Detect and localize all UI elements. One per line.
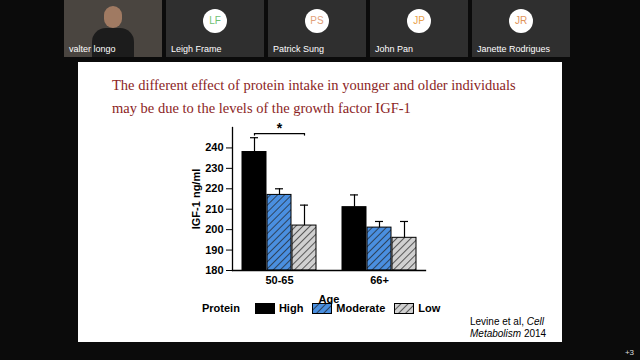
svg-text:50-65: 50-65 xyxy=(265,274,293,286)
svg-text:Age: Age xyxy=(318,292,340,305)
svg-text:*: * xyxy=(277,120,283,136)
svg-text:190: 190 xyxy=(205,244,223,256)
html-text:Leigh Frame: Leigh Frame xyxy=(171,44,222,54)
svg-text:210: 210 xyxy=(205,203,223,215)
html-text:JP: JP xyxy=(413,15,425,26)
svg-text:240: 240 xyxy=(205,141,223,153)
html-text:PS: PS xyxy=(310,15,324,26)
html-text:Janette Rodrigues: Janette Rodrigues xyxy=(477,44,550,54)
html-text:+3: +3 xyxy=(624,348,634,357)
svg-text:230: 230 xyxy=(205,162,223,174)
svg-text:200: 200 xyxy=(205,223,223,235)
html-text:Protein: Protein xyxy=(202,302,240,314)
svg-text:180: 180 xyxy=(205,264,223,276)
html-text:John Pan: John Pan xyxy=(375,44,413,54)
html-text:Low: Low xyxy=(418,302,441,314)
svg-text:IGF-1 ng/ml: IGF-1 ng/ml xyxy=(190,169,202,230)
svg-text:66+: 66+ xyxy=(370,274,389,286)
html-text:Levine et al, Cell Metabolism: Levine et al, Cell Metabolism 2014 xyxy=(470,316,547,339)
html-text:valter longo: valter longo xyxy=(69,44,116,54)
html-text:Moderate: Moderate xyxy=(336,302,386,314)
svg-text:220: 220 xyxy=(205,182,223,194)
html-text:JR: JR xyxy=(514,15,528,26)
html-text:Patrick Sung: Patrick Sung xyxy=(273,44,324,54)
html-text:LF: LF xyxy=(209,15,221,26)
html-text:The different effect of protei: The different effect of protein intake i… xyxy=(112,77,516,116)
html-text:High: High xyxy=(278,302,304,314)
